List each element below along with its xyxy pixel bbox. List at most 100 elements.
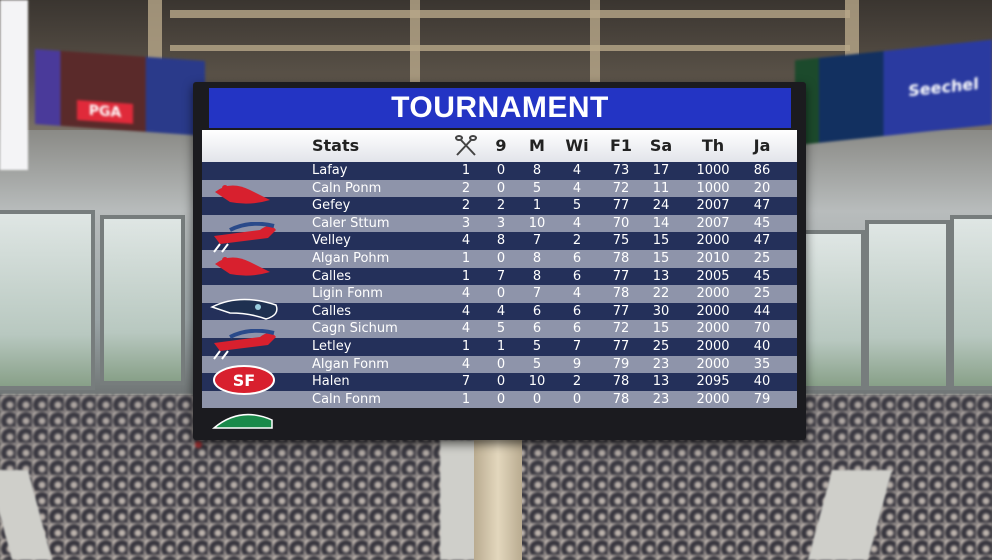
column-header: Wi <box>565 136 589 155</box>
team-name: Caln Fonm <box>312 391 381 407</box>
stat-cell: 3 <box>496 215 506 231</box>
seahawk-logo-icon <box>210 295 282 331</box>
stat-cell: 13 <box>652 374 670 390</box>
stat-cell: 77 <box>612 338 630 354</box>
column-header: M <box>529 136 545 155</box>
stat-cell: 77 <box>612 198 630 214</box>
stat-cell: 8 <box>496 233 506 249</box>
stat-cell: 0 <box>496 391 506 407</box>
stat-cell: 4 <box>572 215 582 231</box>
stat-cell: 45 <box>753 268 771 284</box>
stat-cell: 0 <box>496 163 506 178</box>
stat-cell: 4 <box>461 356 471 372</box>
stat-cell: 0 <box>496 286 506 302</box>
blue-red-horse-logo-icon <box>210 221 282 258</box>
stat-cell: 2 <box>572 233 582 249</box>
column-header: Sa <box>649 136 673 155</box>
team-name: Velley <box>312 233 351 249</box>
stat-cell: 8 <box>532 163 542 178</box>
team-name: Caler Sttum <box>312 215 390 231</box>
49ers-oval-logo-icon: SF <box>210 365 282 401</box>
stat-cell: 1 <box>461 250 471 266</box>
scoreboard-title: TOURNAMENT <box>209 88 791 128</box>
stat-cell: 4 <box>572 180 582 196</box>
table-row: Caln Ponm 2 0 5 4 72 11 1000 20 <box>202 179 797 198</box>
stat-cell: 6 <box>572 268 582 284</box>
stat-cell: 15 <box>652 321 670 337</box>
stat-cell: 75 <box>612 233 630 249</box>
table-row: Ligin Fonm 4 0 7 4 78 22 2000 25 <box>202 285 797 303</box>
stat-cell: 2000 <box>696 286 730 302</box>
stat-cell: 7 <box>496 268 506 284</box>
stat-cell: 78 <box>612 391 630 407</box>
stat-cell: 2 <box>461 180 471 196</box>
stat-cell: 5 <box>532 338 542 354</box>
stat-cell: 2000 <box>696 233 730 249</box>
table-row: Letley 1 1 5 7 77 25 2000 40 <box>202 337 797 356</box>
stat-cell: 6 <box>572 250 582 266</box>
stat-cell: 2010 <box>696 250 730 266</box>
stat-cell: 10 <box>528 215 546 231</box>
stat-cell: 8 <box>532 268 542 284</box>
stat-cell: 5 <box>532 356 542 372</box>
column-header: Ja <box>753 136 771 155</box>
stat-cell: 1000 <box>696 163 730 178</box>
table-row: Velley 4 8 7 2 75 15 2000 47 <box>202 232 797 250</box>
table-row: Calles 1 7 8 6 77 13 2005 45 <box>202 267 797 286</box>
stat-cell: 70 <box>612 215 630 231</box>
stat-cell: 24 <box>652 198 670 214</box>
stat-cell: 70 <box>753 321 771 337</box>
stat-cell: 23 <box>652 391 670 407</box>
stat-cell: 4 <box>461 233 471 249</box>
column-header: 9 <box>495 136 507 155</box>
table-row: Caler Sttum 3 3 10 4 70 14 2007 45 <box>202 214 797 233</box>
stat-cell: 35 <box>753 356 771 372</box>
team-name: Ligin Fonm <box>312 286 383 302</box>
stat-cell: 6 <box>532 321 542 337</box>
crossed-sticks-icon <box>454 135 478 168</box>
team-name: Letley <box>312 338 352 354</box>
stat-cell: 7 <box>461 374 471 390</box>
stat-cell: 0 <box>496 356 506 372</box>
stat-cell: 47 <box>753 198 771 214</box>
stat-cell: 6 <box>532 303 542 319</box>
stat-cell: 1 <box>461 338 471 354</box>
stat-cell: 86 <box>753 163 771 178</box>
stat-cell: 78 <box>612 374 630 390</box>
stat-cell: 77 <box>612 268 630 284</box>
stat-cell: 2095 <box>696 374 730 390</box>
column-header: Th <box>701 136 725 155</box>
stat-cell: 8 <box>532 250 542 266</box>
stat-cell: 25 <box>753 286 771 302</box>
team-name: Caln Ponm <box>312 180 382 196</box>
stat-cell: 15 <box>652 250 670 266</box>
stat-cell: 11 <box>652 180 670 196</box>
left-sponsor-banner: PGA <box>35 49 205 136</box>
stat-cell: 2 <box>461 198 471 214</box>
stat-cell: 2000 <box>696 321 730 337</box>
stat-cell: 2 <box>572 374 582 390</box>
stat-cell: 23 <box>652 356 670 372</box>
stat-cell: 2000 <box>696 338 730 354</box>
stat-cell: 6 <box>572 321 582 337</box>
stat-cell: 0 <box>496 374 506 390</box>
stat-cell: 2005 <box>696 268 730 284</box>
standings-table: Stats 9 M Wi F1 Sa Th Ja Lafay 1 0 8 4 73 17 1000 86 Ca… <box>202 130 797 429</box>
stat-cell: 7 <box>532 286 542 302</box>
scoreboard-post <box>474 440 522 560</box>
team-name: Calles <box>312 303 352 319</box>
stat-cell: 1 <box>496 338 506 354</box>
stat-cell: 44 <box>753 303 771 319</box>
stat-cell: 40 <box>753 338 771 354</box>
stat-cell: 79 <box>753 391 771 407</box>
table-row: Algan Pohm 1 0 8 6 78 15 2010 25 <box>202 249 797 268</box>
svg-text:SF: SF <box>233 371 255 390</box>
table-row: Cagn Sichum 4 5 6 6 72 15 2000 70 <box>202 320 797 338</box>
stat-cell: 1 <box>461 163 471 178</box>
stat-cell: 4 <box>572 163 582 178</box>
stat-cell: 6 <box>572 303 582 319</box>
stat-cell: 4 <box>496 303 506 319</box>
stat-cell: 17 <box>652 163 670 178</box>
stat-cell: 13 <box>652 268 670 284</box>
blue-red-horse-logo-icon <box>210 328 282 365</box>
